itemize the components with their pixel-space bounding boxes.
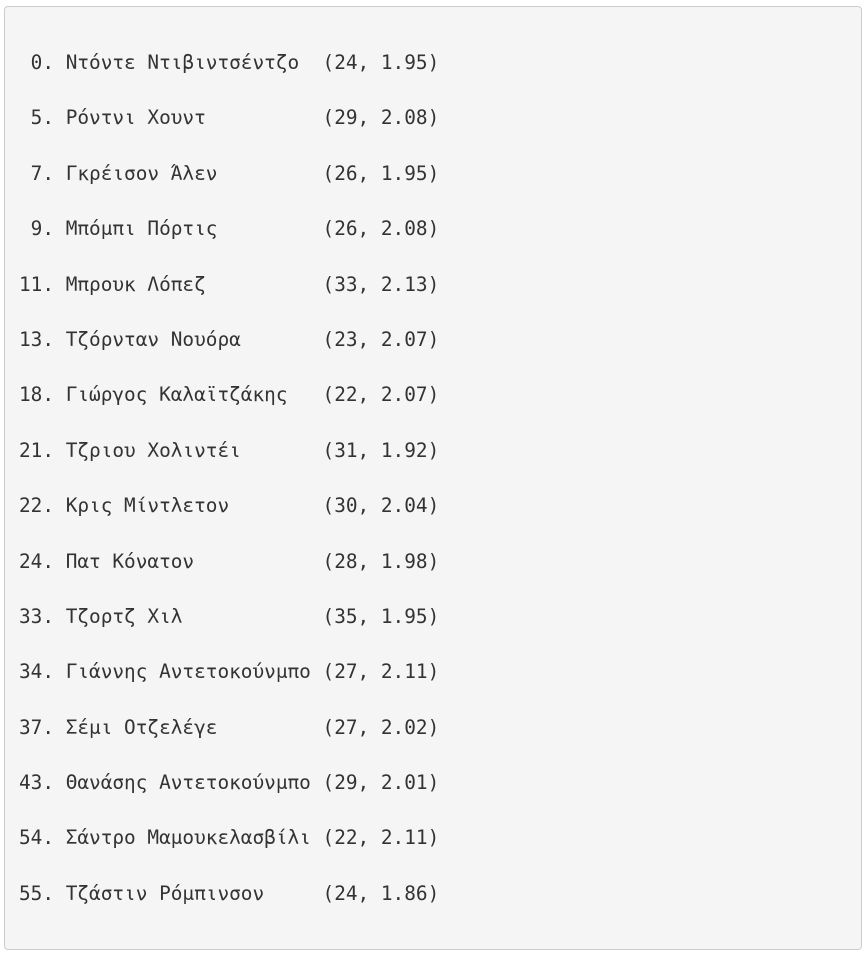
row-index: 18. <box>19 383 55 407</box>
player-name: Τζόρνταν Νουόρα <box>65 327 241 351</box>
player-values: (23, 2.07) <box>322 327 440 351</box>
player-name: Τζορτζ Χιλ <box>65 604 183 628</box>
row-index: 33. <box>19 604 55 628</box>
player-values: (29, 2.08) <box>322 106 440 130</box>
player-name: Γκρέισον Άλεν <box>65 161 218 185</box>
player-values: (30, 2.04) <box>322 494 440 518</box>
player-name: Ντόντε Ντιβιντσέντζο <box>65 51 300 74</box>
player-name: Τζάστιν Ρόμπινσον <box>65 881 265 905</box>
list-item: 18. Γιώργος Καλαϊτζάκης (22, 2.07) <box>19 367 861 422</box>
player-values: (24, 1.86) <box>322 881 440 905</box>
player-values: (33, 2.13) <box>322 272 440 296</box>
list-item: 13. Τζόρνταν Νουόρα (23, 2.07) <box>19 312 861 367</box>
row-index: 37. <box>19 715 55 739</box>
player-values: (26, 2.08) <box>322 217 440 241</box>
player-name: Θανάσης Αντετοκούνμπο <box>65 771 311 795</box>
output-block: 0. Ντόντε Ντιβιντσέντζο (24, 1.95) 5. Ρόντνι… <box>4 6 862 950</box>
player-name: Γιώργος Καλαϊτζάκης <box>65 383 288 407</box>
row-index: 55. <box>19 881 55 905</box>
list-item: 21. Τζριου Χολιντέι (31, 1.92) <box>19 423 861 478</box>
row-index: 9. <box>30 217 55 241</box>
list-item: 43. Θανάσης Αντετοκούνμπο (29, 2.01) <box>19 755 861 810</box>
player-values: (28, 1.98) <box>322 549 440 573</box>
list-item: 5. Ρόντνι Χουντ (29, 2.08) <box>19 90 861 145</box>
player-name: Τζριου Χολιντέι <box>65 438 241 462</box>
player-name: Σάντρο Μαμουκελασβίλι <box>65 826 311 850</box>
player-name: Κρις Μίντλετον <box>65 494 230 518</box>
list-item: 34. Γιάννης Αντετοκούνμπο (27, 2.11) <box>19 644 861 699</box>
player-values: (22, 2.11) <box>322 826 440 850</box>
row-index: 21. <box>19 438 55 462</box>
player-values: (24, 1.95) <box>322 51 440 74</box>
list-item: 7. Γκρέισον Άλεν (26, 1.95) <box>19 146 861 201</box>
player-name: Σέμι Οτζελέγε <box>65 715 218 739</box>
list-item: 54. Σάντρο Μαμουκελασβίλι (22, 2.11) <box>19 810 861 865</box>
row-index: 22. <box>19 494 55 518</box>
player-values: (22, 2.07) <box>322 383 440 407</box>
list-item: 0. Ντόντε Ντιβιντσέντζο (24, 1.95) <box>19 35 861 90</box>
list-item: 9. Μπόμπι Πόρτις (26, 2.08) <box>19 201 861 256</box>
list-item: 55. Τζάστιν Ρόμπινσον (24, 1.86) <box>19 866 861 921</box>
row-index: 5. <box>30 106 55 130</box>
list-item: 11. Μπρουκ Λόπεζ (33, 2.13) <box>19 257 861 312</box>
list-item: 37. Σέμι Οτζελέγε (27, 2.02) <box>19 700 861 755</box>
list-item: 22. Κρις Μίντλετον (30, 2.04) <box>19 478 861 533</box>
player-values: (26, 1.95) <box>322 161 440 185</box>
player-values: (29, 2.01) <box>322 771 440 795</box>
player-name: Ρόντνι Χουντ <box>65 106 206 130</box>
player-name: Γιάννης Αντετοκούνμπο <box>65 660 311 684</box>
player-values: (35, 1.95) <box>322 604 440 628</box>
row-index: 13. <box>19 327 55 351</box>
row-index: 43. <box>19 771 55 795</box>
player-values: (31, 1.92) <box>322 438 440 462</box>
row-index: 7. <box>30 161 55 185</box>
player-values: (27, 2.11) <box>322 660 440 684</box>
player-values: (27, 2.02) <box>322 715 440 739</box>
row-index: 11. <box>19 272 55 296</box>
player-name: Πατ Κόνατον <box>65 549 195 573</box>
row-index: 0. <box>30 51 55 74</box>
row-index: 24. <box>19 549 55 573</box>
player-name: Μπόμπι Πόρτις <box>65 217 218 241</box>
player-name: Μπρουκ Λόπεζ <box>65 272 206 296</box>
list-item: 33. Τζορτζ Χιλ (35, 1.95) <box>19 589 861 644</box>
row-index: 34. <box>19 660 55 684</box>
list-item: 24. Πατ Κόνατον (28, 1.98) <box>19 534 861 589</box>
row-index: 54. <box>19 826 55 850</box>
